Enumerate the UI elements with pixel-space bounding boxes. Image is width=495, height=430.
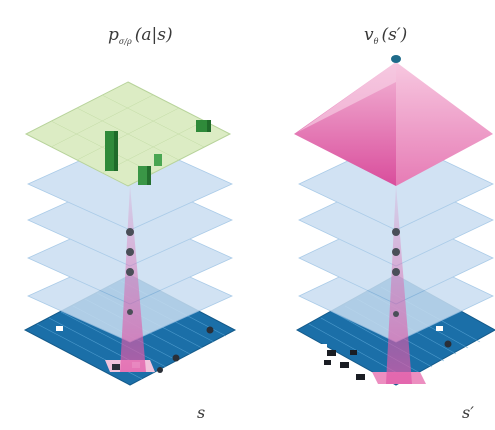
stone-icon: [206, 326, 214, 334]
value-output-node: [391, 55, 401, 63]
value-pyramid-icon: [294, 55, 493, 186]
state-label-s-prime: s′: [462, 403, 474, 422]
policy-bar-icon: [105, 131, 118, 171]
receptive-beam-next: [386, 185, 412, 384]
stone-icon: [56, 326, 63, 331]
policy-title: pσ/ρ (a|s): [108, 25, 173, 46]
right-network: vθ (s′): [294, 25, 495, 422]
stone-icon: [157, 367, 163, 373]
receptive-beam: [120, 185, 146, 372]
ellipsis-dots-next: [392, 228, 400, 317]
stone-icon: [444, 340, 452, 348]
policy-bar-icon: [154, 154, 162, 166]
stone-icon: [172, 354, 180, 362]
policy-bar-icon: [138, 166, 151, 185]
left-network: pσ/ρ (a|s): [23, 25, 237, 422]
state-label-s: s: [197, 403, 205, 422]
policy-bar-icon: [196, 120, 211, 132]
ellipsis-dots: [126, 228, 134, 315]
stone-icon: [318, 344, 365, 381]
stone-icon: [436, 326, 443, 331]
value-title: vθ (s′): [364, 25, 407, 46]
policy-layer: [24, 81, 232, 187]
